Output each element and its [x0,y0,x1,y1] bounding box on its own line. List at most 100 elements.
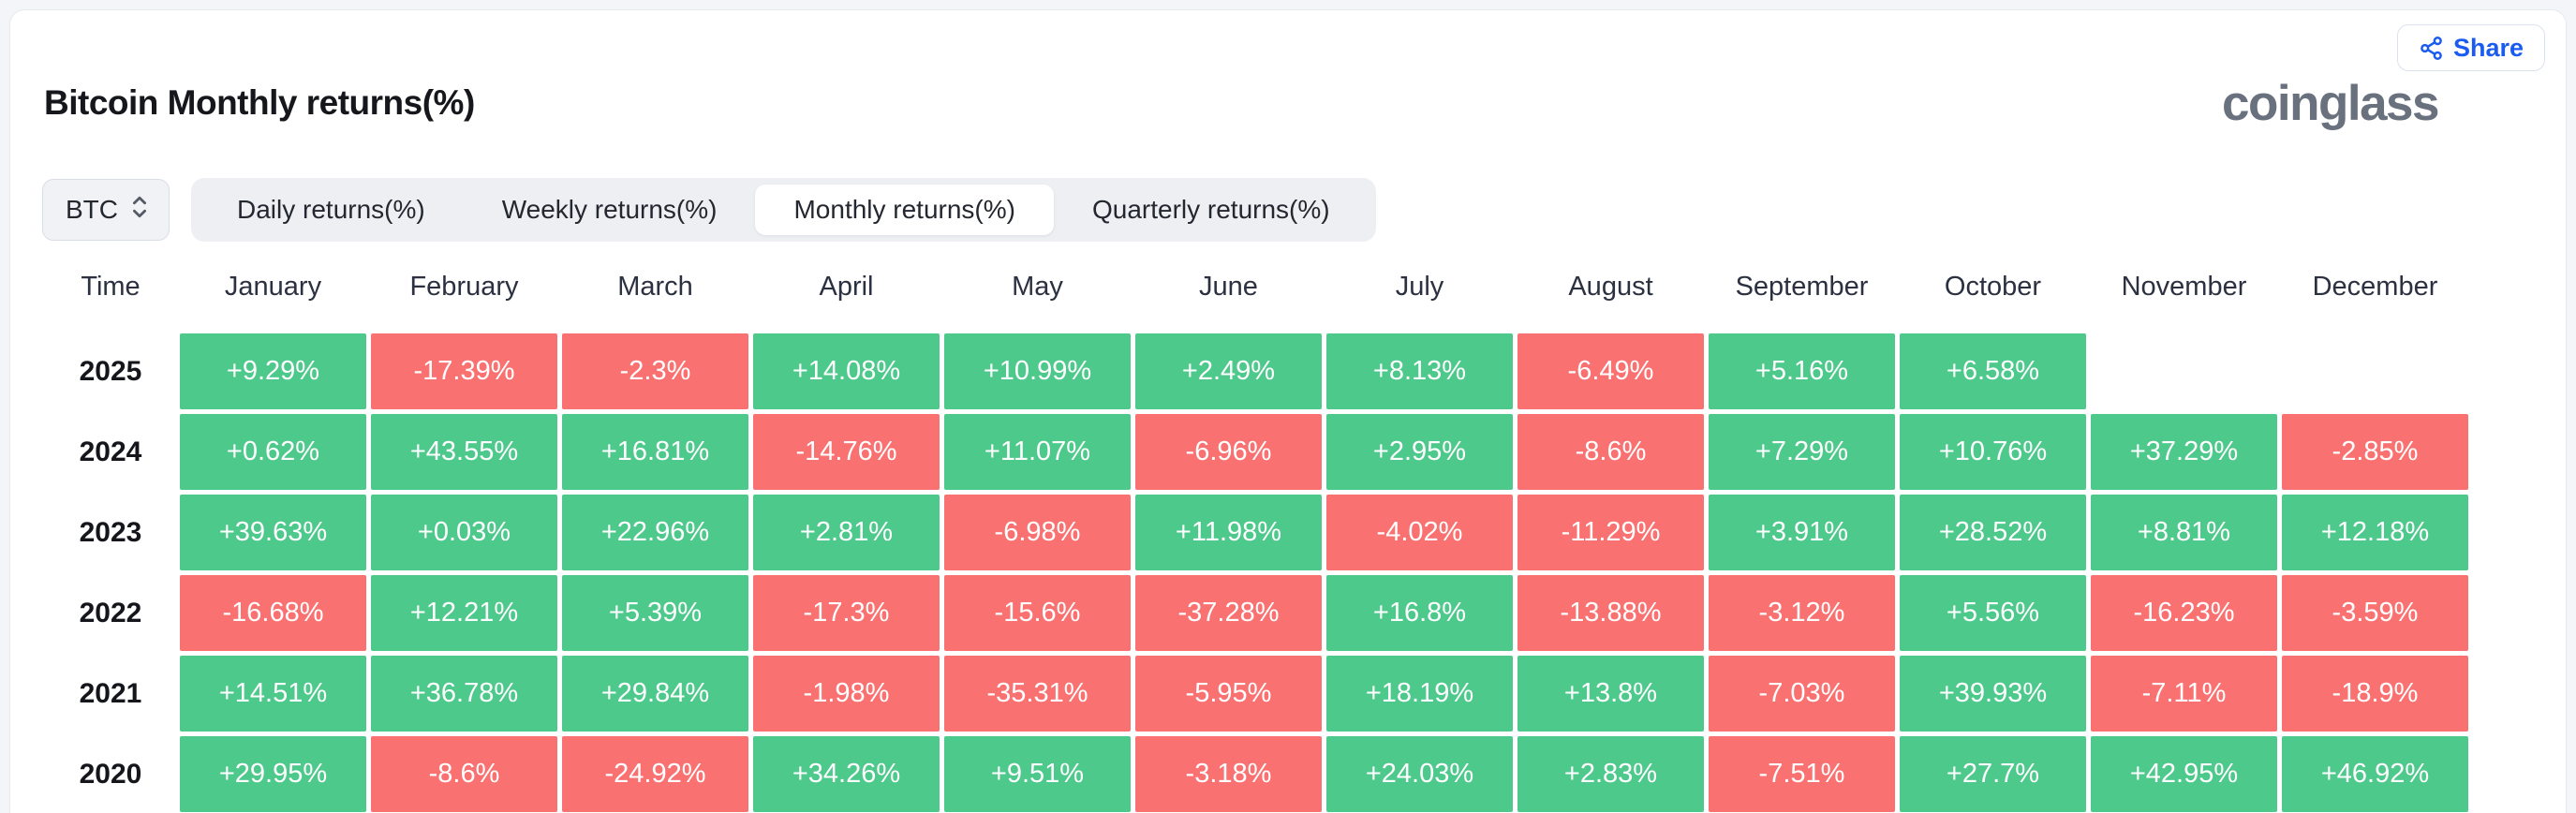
return-cell: -13.88% [1517,575,1704,651]
empty-cell [2091,333,2277,409]
return-cell: +10.99% [944,333,1131,409]
return-cell: -15.6% [944,575,1131,651]
return-cell: +7.29% [1709,414,1895,490]
updown-chevron-icon [129,194,150,227]
return-cell: -37.28% [1135,575,1322,651]
share-icon [2419,36,2444,61]
month-column-header: May [1012,271,1063,302]
return-cell: -5.95% [1135,656,1322,732]
controls-row: BTC Daily returns(%) Weekly returns(%) Mon… [42,178,2566,242]
tab-quarterly[interactable]: Quarterly returns(%) [1054,185,1369,235]
return-cell: -11.29% [1517,495,1704,570]
return-cell: +12.21% [371,575,557,651]
symbol-select[interactable]: BTC [42,179,170,241]
return-cell: +37.29% [2091,414,2277,490]
month-column-header: November [2121,271,2247,302]
tab-monthly[interactable]: Monthly returns(%) [755,185,1054,235]
return-cell: +43.55% [371,414,557,490]
return-cell: +10.76% [1900,414,2086,490]
return-cell: -8.6% [1517,414,1704,490]
return-cell: +5.56% [1900,575,2086,651]
return-cell: -7.51% [1709,736,1895,812]
return-cell: -35.31% [944,656,1131,732]
return-cell: +9.29% [180,333,366,409]
return-cell: +39.63% [180,495,366,570]
return-cell: +5.16% [1709,333,1895,409]
coinglass-logo: coinglass [2222,75,2439,131]
return-cell: -3.18% [1135,736,1322,812]
year-label: 2023 [79,516,142,548]
main-card: Share Bitcoin Monthly returns(%) coingla… [9,9,2567,813]
year-label: 2020 [79,758,142,790]
return-cell: +8.81% [2091,495,2277,570]
return-cell: -17.39% [371,333,557,409]
return-cell: +29.84% [562,656,748,732]
month-column-header: June [1199,271,1258,302]
return-cell: -24.92% [562,736,748,812]
empty-cell [2282,333,2468,409]
return-cell: -6.98% [944,495,1131,570]
header-row: Bitcoin Monthly returns(%) coinglass [10,76,2566,131]
month-column-header: March [617,271,693,302]
year-label: 2021 [79,677,142,709]
return-cell: -6.96% [1135,414,1322,490]
return-cell: -18.9% [2282,656,2468,732]
month-column-header: August [1568,271,1653,302]
month-column-header: February [409,271,519,302]
month-column-header: July [1395,271,1444,302]
month-column-header: September [1735,271,1869,302]
year-label: 2022 [79,597,142,628]
page-title: Bitcoin Monthly returns(%) [44,83,475,122]
return-cell: -3.12% [1709,575,1895,651]
month-column-header: December [2312,271,2438,302]
return-cell: +28.52% [1900,495,2086,570]
return-cell: +29.95% [180,736,366,812]
return-cell: -4.02% [1326,495,1513,570]
return-cell: +11.07% [944,414,1131,490]
return-cell: +14.51% [180,656,366,732]
return-cell: +34.26% [753,736,940,812]
return-cell: +9.51% [944,736,1131,812]
time-column-header: Time [81,271,141,302]
return-cell: -8.6% [371,736,557,812]
return-cell: +2.81% [753,495,940,570]
return-cell: +0.03% [371,495,557,570]
return-cell: +22.96% [562,495,748,570]
month-column-header: January [224,271,322,302]
return-cell: +5.39% [562,575,748,651]
returns-table: Time January February March April May June July… [46,253,2566,813]
return-cell: +39.93% [1900,656,2086,732]
return-cell: +3.91% [1709,495,1895,570]
return-cell: +16.81% [562,414,748,490]
return-cell: +36.78% [371,656,557,732]
year-label: 2024 [79,436,142,467]
return-cell: +24.03% [1326,736,1513,812]
return-cell: +16.8% [1326,575,1513,651]
return-cell: +18.19% [1326,656,1513,732]
return-cell: -3.59% [2282,575,2468,651]
return-cell: +2.95% [1326,414,1513,490]
return-cell: +12.18% [2282,495,2468,570]
return-cell: -7.03% [1709,656,1895,732]
month-column-header: October [1944,271,2042,302]
year-label: 2025 [79,355,142,387]
return-cell: +6.58% [1900,333,2086,409]
returns-tabs: Daily returns(%) Weekly returns(%) Monthly… [191,178,1376,242]
return-cell: -6.49% [1517,333,1704,409]
return-cell: +27.7% [1900,736,2086,812]
share-button-label: Share [2452,33,2524,62]
return-cell: +14.08% [753,333,940,409]
return-cell: -7.11% [2091,656,2277,732]
tab-daily[interactable]: Daily returns(%) [199,185,464,235]
return-cell: +42.95% [2091,736,2277,812]
return-cell: -2.85% [2282,414,2468,490]
return-cell: +13.8% [1517,656,1704,732]
return-cell: +0.62% [180,414,366,490]
month-column-header: April [819,271,874,302]
return-cell: -17.3% [753,575,940,651]
return-cell: -16.68% [180,575,366,651]
return-cell: +2.49% [1135,333,1322,409]
tab-weekly[interactable]: Weekly returns(%) [464,185,756,235]
return-cell: +11.98% [1135,495,1322,570]
share-button[interactable]: Share [2396,24,2545,71]
